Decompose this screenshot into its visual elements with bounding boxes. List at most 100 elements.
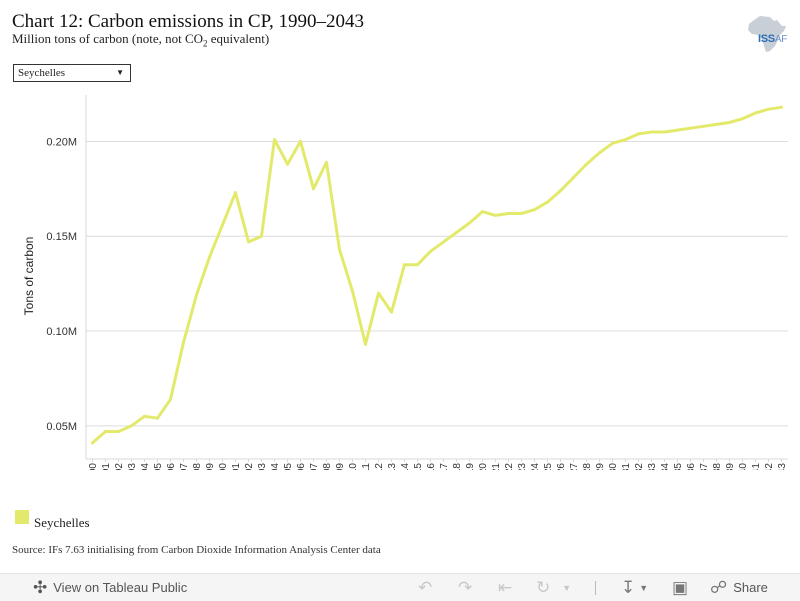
x-tick-label: 2028 <box>582 463 593 470</box>
data-point <box>650 130 653 134</box>
data-point <box>208 255 211 259</box>
data-point <box>195 293 198 297</box>
x-tick-label: 2004 <box>270 463 281 470</box>
y-tick-label: 0.05M <box>46 421 77 433</box>
data-point <box>533 208 536 212</box>
africa-map-icon <box>748 16 786 52</box>
page-subtitle: Million tons of carbon (note, not CO2 eq… <box>12 31 269 49</box>
data-point <box>364 342 367 346</box>
country-select[interactable]: Seychelles ▼ <box>13 64 131 82</box>
data-point <box>416 263 419 267</box>
data-point <box>689 126 692 130</box>
x-tick-label: 2005 <box>283 463 294 470</box>
x-tick-label: 2010 <box>348 463 359 470</box>
data-point <box>130 424 133 428</box>
x-tick-label: 2018 <box>452 463 463 470</box>
data-point <box>273 138 276 142</box>
x-tick-label: 2000 <box>218 463 229 470</box>
x-tick-label: 2026 <box>556 463 567 470</box>
logo-suffix: AF <box>774 34 788 45</box>
source-note: Source: IFs 7.63 initialising from Carbo… <box>12 544 381 556</box>
redo-button[interactable]: ↷ <box>458 574 472 601</box>
x-tick-label: 2020 <box>478 463 489 470</box>
data-point <box>520 212 523 215</box>
refresh-dropdown-icon: ▼ <box>562 582 572 593</box>
revert-icon: ⇤ <box>498 577 513 597</box>
legend-swatch <box>15 510 29 524</box>
x-tick-label: 2023 <box>517 463 528 470</box>
data-point <box>156 416 159 420</box>
series-line <box>91 105 783 445</box>
x-tick-label: 2007 <box>309 463 320 470</box>
data-point <box>754 111 757 115</box>
x-tick-label: 2011 <box>361 463 372 470</box>
data-point <box>338 248 341 251</box>
data-point <box>741 117 744 121</box>
x-tick-label: 2013 <box>387 463 398 470</box>
x-tick-label: 1994 <box>140 463 151 470</box>
data-point <box>728 121 731 124</box>
x-tick-label: 2041 <box>751 463 762 470</box>
refresh-icon: ↻ <box>536 577 551 597</box>
y-tick-labels: 0.05M 0.10M 0.15M 0.20M <box>46 136 77 432</box>
data-point <box>767 107 770 111</box>
fullscreen-button[interactable]: ▣ <box>672 574 688 601</box>
data-point <box>663 130 666 134</box>
data-point <box>169 397 172 401</box>
logo-wordmark: ISSAF <box>758 33 787 45</box>
x-tick-label: 1992 <box>114 463 125 470</box>
x-tick-label: 2001 <box>231 463 242 470</box>
page-title: Chart 12: Carbon emissions in CP, 1990–2… <box>12 11 365 32</box>
fullscreen-icon: ▣ <box>672 577 689 597</box>
share-icon: ☍ <box>710 577 728 597</box>
x-tick-label: 2034 <box>660 463 671 470</box>
data-point <box>143 414 146 418</box>
view-on-tableau-button[interactable]: ✣ View on Tableau Public <box>33 574 187 601</box>
undo-icon: ↶ <box>418 577 433 597</box>
data-point <box>234 191 237 195</box>
x-tick-label: 2029 <box>595 463 606 470</box>
redo-icon: ↷ <box>458 577 473 597</box>
x-tick-label: 2017 <box>439 463 450 470</box>
download-dropdown-icon: ▼ <box>639 582 649 593</box>
x-tick-label: 2019 <box>465 463 476 470</box>
share-label: Share <box>733 580 768 595</box>
x-tick-label: 1995 <box>153 463 164 470</box>
x-tick-label: 2015 <box>413 463 424 470</box>
data-point <box>91 441 94 445</box>
toolbar-divider <box>595 581 596 595</box>
series-lines <box>91 105 783 445</box>
data-point <box>455 230 458 234</box>
data-point <box>182 340 185 344</box>
data-point <box>104 430 107 433</box>
revert-button[interactable]: ⇤ <box>498 574 512 601</box>
undo-button[interactable]: ↶ <box>418 574 432 601</box>
x-tick-label: 2021 <box>491 463 502 470</box>
x-tick-label: 1996 <box>166 463 177 470</box>
data-point <box>572 176 575 179</box>
x-tick-label: 2039 <box>725 463 736 470</box>
data-point <box>780 105 783 109</box>
y-axis-label: Tons of carbon <box>22 237 36 316</box>
x-tick-label: 2030 <box>608 463 619 470</box>
subtitle-text: Million tons of carbon (note, not CO <box>12 31 204 46</box>
x-tick-label: 1990 <box>88 463 99 470</box>
x-tick-label: 2035 <box>673 463 684 470</box>
x-tick-label: 2024 <box>530 463 541 470</box>
data-point <box>312 187 315 191</box>
legend-label: Seychelles <box>34 515 90 530</box>
data-point <box>624 138 627 142</box>
data-point <box>559 189 562 193</box>
data-point <box>299 139 302 143</box>
x-tick-label: 2037 <box>699 463 710 470</box>
logo-text: ISS <box>758 33 775 45</box>
x-tick-label: 2025 <box>543 463 554 470</box>
y-tick-label: 0.10M <box>46 326 77 338</box>
refresh-button[interactable]: ↻ ▼ <box>536 574 571 601</box>
data-point <box>598 151 601 155</box>
download-button[interactable]: ↧ ▼ <box>621 574 648 601</box>
data-point <box>676 128 679 132</box>
x-tick-label: 2042 <box>764 463 775 470</box>
share-button[interactable]: ☍ Share <box>710 574 768 601</box>
